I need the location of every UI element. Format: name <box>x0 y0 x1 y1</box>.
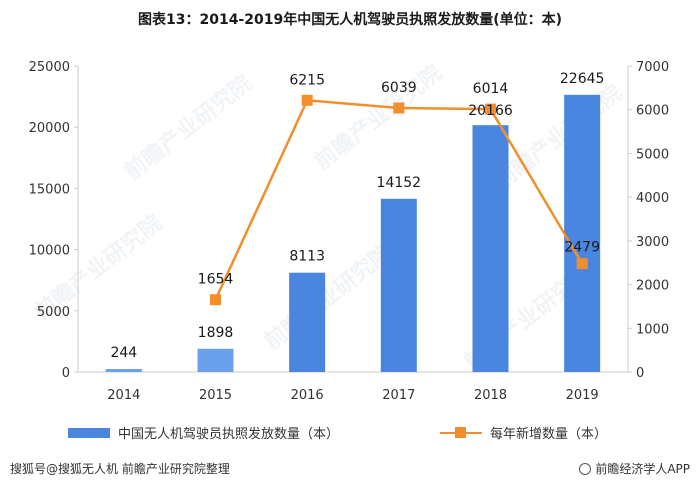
y-right-tick-label: 6000 <box>636 104 669 119</box>
bar-data-label: 14152 <box>377 175 422 191</box>
x-tick-label: 2016 <box>291 388 324 403</box>
legend-item-line: 每年新增数量（本） <box>440 423 607 442</box>
y-left-tick-label: 5000 <box>37 305 70 320</box>
x-tick-label: 2017 <box>382 388 415 403</box>
chart-plot: 0 5000 10000 15000 20000 25000 0 1000 2000 3000 40… <box>29 60 669 403</box>
footer: 搜狐号@搜狐无人机 前瞻产业研究院整理 前瞻经济学人APP <box>0 460 700 480</box>
brand-name: 前瞻经济学人APP <box>595 462 690 476</box>
x-tick-label: 2018 <box>474 388 507 403</box>
brand-credit: 前瞻经济学人APP <box>579 460 690 477</box>
line-data-label: 2479 <box>564 240 600 256</box>
y-left-tick-label: 0 <box>62 366 70 381</box>
x-tick-label: 2015 <box>199 388 232 403</box>
line-data-label: 1654 <box>198 272 234 288</box>
chart-legend: 中国无人机驾驶员执照发放数量（本） 每年新增数量（本） <box>0 423 700 443</box>
brand-logo-icon <box>579 462 592 475</box>
line-point <box>485 103 496 115</box>
bar <box>472 125 509 373</box>
bar-data-label: 22645 <box>560 71 605 87</box>
line-point <box>210 294 221 306</box>
legend-item-bar: 中国无人机驾驶员执照发放数量（本） <box>68 423 339 442</box>
source-note: 搜狐号@搜狐无人机 前瞻产业研究院整理 <box>10 462 230 476</box>
bar-data-label: 8113 <box>289 249 325 265</box>
line-point <box>576 258 588 270</box>
y-left-tick-label: 15000 <box>29 182 70 197</box>
y-left-tick-label: 20000 <box>29 121 70 136</box>
bar-data-label: 20166 <box>468 103 513 119</box>
legend-bar-swatch <box>68 427 110 438</box>
bar <box>564 94 601 373</box>
y-right-tick-label: 2000 <box>636 279 669 294</box>
y-right-tick-label: 4000 <box>636 191 669 206</box>
line-point <box>393 102 405 114</box>
line-data-label: 6014 <box>473 81 509 97</box>
y-left-tick-label: 10000 <box>29 244 70 259</box>
bar <box>380 198 417 372</box>
line-data-label: 6215 <box>289 72 325 88</box>
bar-data-label: 244 <box>110 345 137 361</box>
y-right-tick-label: 1000 <box>636 322 669 337</box>
legend-line-label: 每年新增数量（本） <box>490 427 608 442</box>
bar <box>289 272 326 372</box>
bar <box>197 348 234 372</box>
line-point <box>301 94 313 106</box>
y-right-tick-label: 5000 <box>636 147 669 162</box>
chart-title: 图表13：2014-2019年中国无人机驾驶员执照发放数量(单位：本) <box>137 12 563 28</box>
y-right-tick-label: 7000 <box>636 60 669 75</box>
line-data-label: 6039 <box>381 80 417 96</box>
legend-bar-label: 中国无人机驾驶员执照发放数量（本） <box>118 427 340 442</box>
legend-line-swatch <box>440 426 482 439</box>
x-tick-label: 2019 <box>566 388 599 403</box>
bar-data-label: 1898 <box>198 325 234 341</box>
y-right-tick-label: 0 <box>636 366 644 381</box>
bar <box>105 369 142 372</box>
x-tick-label: 2014 <box>107 388 140 403</box>
y-right-tick-label: 3000 <box>636 235 669 250</box>
y-left-tick-label: 25000 <box>29 60 70 75</box>
